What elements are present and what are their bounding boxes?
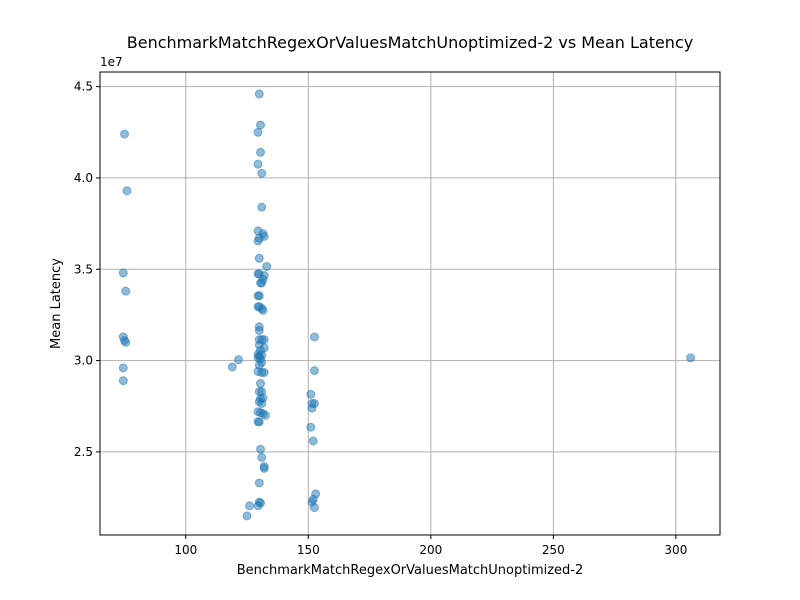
- x-axis-ticks: 100 150 200 250 300: [174, 535, 687, 557]
- data-point: [254, 325, 264, 335]
- data-point: [257, 278, 267, 288]
- data-point: [306, 389, 316, 399]
- data-point: [244, 501, 254, 511]
- y-tick-label: 4.0: [74, 171, 93, 185]
- data-point: [256, 120, 266, 130]
- y-axis-ticks: 2.5 3.0 3.5 4.0 4.5: [74, 80, 100, 459]
- data-point: [227, 362, 237, 372]
- data-point: [257, 452, 267, 462]
- data-point: [308, 436, 318, 446]
- data-point: [256, 378, 266, 388]
- data-point: [262, 262, 272, 272]
- data-point: [254, 89, 264, 99]
- data-point: [254, 417, 264, 427]
- data-point: [254, 478, 264, 488]
- data-point: [256, 147, 266, 157]
- data-point: [233, 355, 243, 365]
- data-point: [259, 367, 269, 377]
- y-axis-label: Mean Latency: [49, 258, 64, 349]
- data-point: [257, 398, 267, 408]
- x-tick-label: 200: [419, 543, 442, 557]
- data-point: [256, 444, 266, 454]
- data-points: [118, 89, 696, 521]
- data-point: [122, 186, 132, 196]
- x-axis-label: BenchmarkMatchRegexOrValuesMatchUnoptimi…: [237, 563, 584, 578]
- data-point: [307, 403, 317, 413]
- y-offset-label: 1e7: [100, 55, 123, 69]
- data-point: [309, 366, 319, 376]
- x-tick-label: 300: [664, 543, 687, 557]
- data-point: [253, 501, 263, 511]
- data-point: [258, 409, 268, 419]
- data-point: [118, 376, 128, 386]
- grid-lines: [100, 72, 720, 535]
- data-point: [309, 503, 319, 513]
- y-tick-label: 2.5: [74, 445, 93, 459]
- y-tick-label: 3.5: [74, 262, 93, 276]
- data-point: [257, 202, 267, 212]
- data-point: [306, 422, 316, 432]
- data-point: [242, 511, 252, 521]
- y-tick-label: 3.0: [74, 354, 93, 368]
- data-point: [253, 127, 263, 137]
- data-point: [253, 236, 263, 246]
- data-point: [121, 337, 131, 347]
- data-point: [259, 463, 269, 473]
- data-point: [118, 268, 128, 278]
- data-point: [118, 363, 128, 373]
- data-point: [120, 129, 130, 139]
- chart-title: BenchmarkMatchRegexOrValuesMatchUnoptimi…: [127, 33, 693, 52]
- y-tick-label: 4.5: [74, 80, 93, 94]
- data-point: [686, 353, 696, 363]
- data-point: [257, 168, 267, 178]
- data-point: [253, 159, 263, 169]
- x-tick-label: 100: [174, 543, 197, 557]
- data-point: [257, 304, 267, 314]
- data-point: [121, 286, 131, 296]
- data-point: [254, 253, 264, 263]
- x-tick-label: 150: [297, 543, 320, 557]
- x-tick-label: 250: [542, 543, 565, 557]
- plot-frame: [99, 71, 721, 536]
- data-point: [254, 291, 264, 301]
- data-point: [309, 332, 319, 342]
